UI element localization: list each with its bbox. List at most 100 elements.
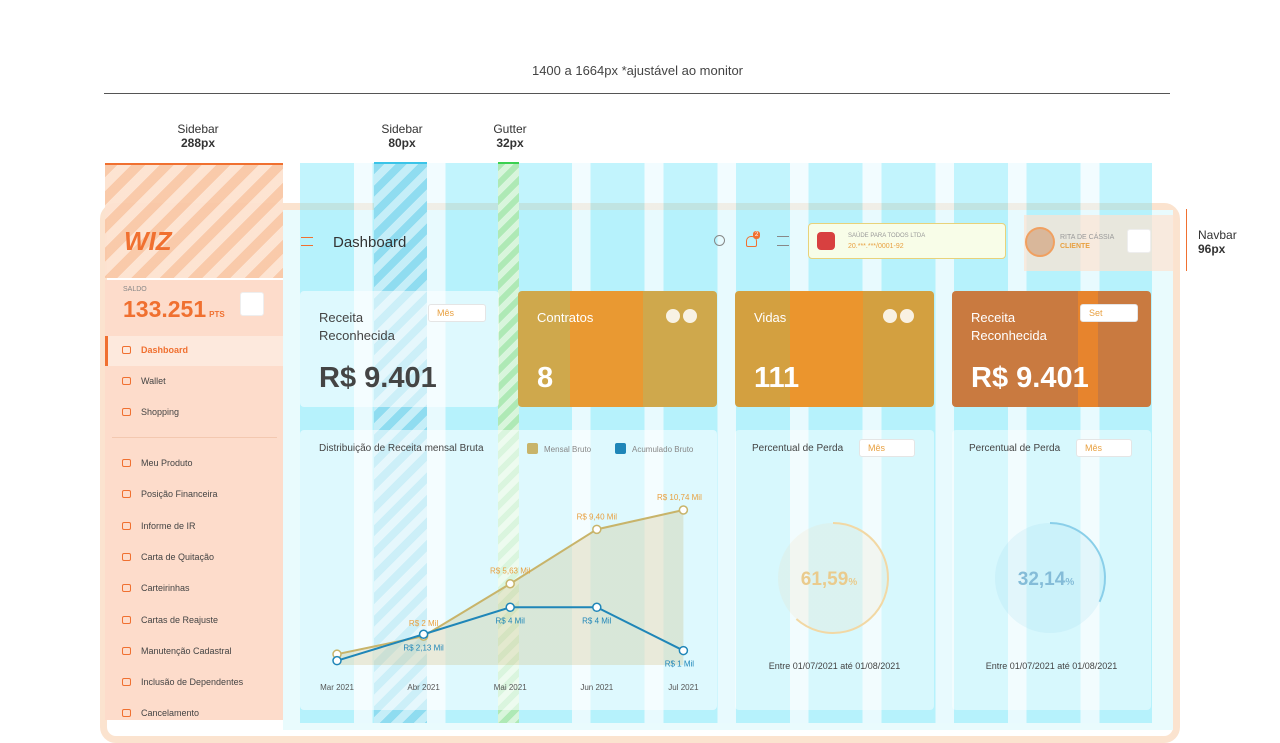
annot: Sidebar 80px [362, 122, 442, 150]
x-tick-label: Mar 2021 [320, 683, 354, 692]
card-value: R$ 9.401 [971, 362, 1089, 394]
data-label: R$ 4 Mil [582, 616, 612, 625]
card-prev[interactable] [666, 309, 680, 323]
data-label: R$ 1 Mil [665, 660, 695, 669]
menu-icon [122, 584, 131, 593]
company-box[interactable] [808, 223, 1006, 259]
menu-item[interactable]: Carta de Quitação [141, 551, 215, 562]
card-value: 8 [537, 362, 554, 394]
company-icon [817, 232, 835, 250]
annot: Navbar 96px [1198, 228, 1237, 256]
menu-icon [122, 490, 131, 499]
legend-swatch [615, 443, 626, 454]
point [592, 524, 602, 535]
menu-item[interactable]: Carteirinhas [141, 583, 190, 594]
annot: Sidebar 288px [158, 122, 238, 150]
gauge-panel [952, 430, 1151, 710]
value: 61,59 [801, 569, 849, 590]
card-next[interactable] [900, 309, 914, 323]
eye-button[interactable] [240, 292, 264, 316]
size: 32px [496, 136, 524, 150]
menu-icon [122, 346, 131, 354]
x-tick-label: Jul 2021 [668, 683, 699, 692]
label: Gutter [493, 122, 527, 136]
card-next[interactable] [683, 309, 697, 323]
menu-item[interactable]: Cartas de Reajuste [141, 614, 219, 625]
menu-item[interactable]: Dashboard [141, 345, 189, 355]
avatar [1025, 227, 1055, 257]
filters[interactable] [777, 236, 789, 246]
settings[interactable] [1127, 229, 1151, 253]
legend-label: Mensal Bruto [544, 445, 592, 454]
chart: Mensal Bruto Acumulado Bruto Mar 2021 Abr 2… [320, 443, 1107, 692]
menu-item[interactable]: Informe de IR [141, 520, 196, 531]
gauge-value: 32,14% [1018, 569, 1075, 590]
point [678, 645, 689, 656]
search[interactable] [714, 235, 725, 246]
point [332, 655, 342, 666]
data-label: R$ 2 Mil [409, 619, 439, 628]
chart-title: Distribuição de Receita mensal Bruta [319, 443, 484, 454]
gauge-fill [778, 523, 888, 633]
size: 80px [388, 136, 416, 150]
card-accent [790, 291, 863, 407]
menu-item[interactable]: Inclusão de Dependentes [141, 677, 244, 688]
menu-item[interactable]: Wallet [141, 376, 166, 386]
gauge-period: Entre 01/07/2021 até 01/08/2021 [985, 661, 1118, 671]
sidebar-stripes [105, 163, 283, 278]
legend-label: Acumulado Bruto [632, 445, 694, 454]
legend-swatch [527, 443, 538, 454]
card-select[interactable]: Mês [428, 304, 486, 322]
gauge-fill [995, 523, 1105, 633]
gauge-select[interactable]: Mês [1076, 439, 1132, 457]
data-label: R$ 2,13 Mil [403, 643, 444, 652]
menu-item[interactable]: Cancelamento [141, 708, 200, 719]
unit: % [1065, 577, 1074, 588]
menu-icon [122, 615, 131, 624]
x-tick-label: Jun 2021 [580, 683, 613, 692]
gauge-value: 61,59% [801, 569, 858, 590]
menu-icon[interactable] [301, 237, 313, 246]
menu-item[interactable]: Shopping [141, 407, 180, 417]
user: RITA DE CÁSSIA [1060, 234, 1115, 241]
menu-icon [122, 459, 131, 467]
point [678, 505, 689, 515]
saldo-unit: PTS [209, 310, 225, 319]
menu-icon [122, 646, 131, 655]
menu-item[interactable]: Manutenção Cadastral [141, 645, 232, 656]
data-label: R$ 9,40 Mil [577, 512, 618, 521]
gauge-select[interactable]: Mês [859, 439, 915, 457]
card-title: Receita Reconhecida [319, 310, 395, 343]
menu-item[interactable]: Meu Produto [141, 458, 193, 468]
bell[interactable] [746, 236, 757, 247]
page-title: Dashboard [333, 234, 407, 251]
menu-icon [122, 521, 131, 530]
narrow-edge [374, 162, 427, 164]
label: Sidebar [381, 122, 423, 136]
annot: Gutter 32px [470, 122, 550, 150]
size: 288px [180, 136, 216, 150]
x-tick-label: Mai 2021 [494, 683, 527, 692]
card-value: R$ 9.401 [319, 362, 437, 394]
menu-icon [122, 709, 131, 718]
data-label: R$ 5,63 Mil [490, 567, 531, 576]
gauge-title: Percentual de Perda [752, 443, 844, 454]
x-tick-label: Abr 2021 [407, 683, 440, 692]
menu-icon [122, 408, 131, 416]
saldo-value: 133.251 [123, 296, 207, 322]
gauge-period: Entre 01/07/2021 até 01/08/2021 [768, 661, 901, 671]
company: SAÚDE PARA TODOS LTDA [848, 233, 926, 239]
point [418, 629, 429, 640]
width-label: 1400 a 1664px *ajustável ao monitor [531, 63, 744, 78]
menu-icon [122, 377, 131, 385]
card-select[interactable]: Set [1080, 304, 1138, 322]
active-item [105, 336, 283, 366]
card-title: Receita Reconhecida [971, 310, 1047, 343]
menu-icon [122, 552, 131, 561]
card-title: Vidas [754, 310, 787, 325]
card-prev[interactable] [883, 309, 897, 323]
data-label: R$ 10,74 Mil [657, 493, 702, 502]
saldo-label: SALDO [123, 286, 147, 293]
menu-item[interactable]: Posição Financeira [141, 489, 218, 500]
logo: WIZ [124, 226, 172, 256]
